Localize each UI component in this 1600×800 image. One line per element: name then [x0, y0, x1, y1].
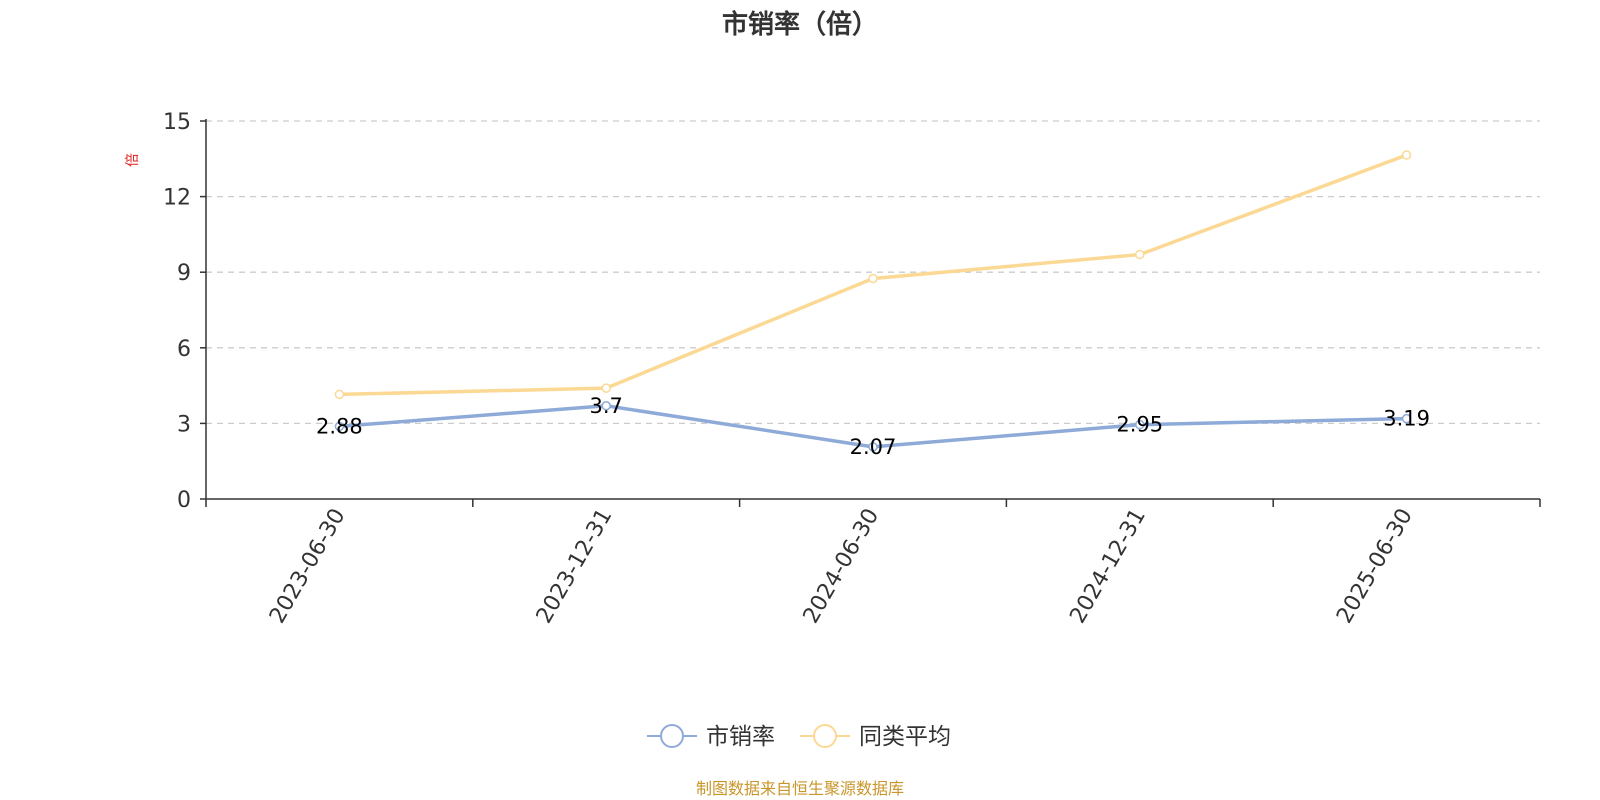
- chart-title: 市销率（倍）: [722, 9, 878, 40]
- data-point-1: [1135, 249, 1145, 260]
- data-point-1: [868, 273, 878, 284]
- data-point-1: [334, 389, 345, 400]
- data-label: 2.88: [316, 414, 363, 438]
- data-label: 2.07: [850, 435, 897, 459]
- x-tick-label: 2023-12-31: [532, 505, 618, 628]
- legend-label: 市销率: [706, 724, 775, 750]
- data-point-0: [601, 401, 611, 411]
- data-label: 2.95: [1116, 413, 1163, 437]
- data-point-0: [1401, 413, 1412, 424]
- data-point-0: [1135, 419, 1145, 430]
- y-tick-label: 9: [177, 261, 191, 286]
- data-label: 3.7: [589, 394, 622, 418]
- y-tick-label: 6: [177, 337, 191, 362]
- grid: [206, 120, 1540, 425]
- legend-swatch-marker: [813, 724, 837, 748]
- y-axis-unit-label: 倍: [125, 153, 141, 167]
- y-tick-label: 12: [163, 186, 191, 211]
- source-note: 制图数据来自恒生聚源数据库: [696, 779, 904, 798]
- data-point-1: [1401, 150, 1412, 160]
- data-point-0: [334, 421, 345, 432]
- data-point-1: [601, 383, 611, 393]
- x-tick-label: 2024-12-31: [1065, 505, 1151, 628]
- y-tick-label: 15: [163, 110, 191, 135]
- x-tick-label: 2024-06-30: [799, 505, 885, 628]
- y-tick-label: 0: [177, 488, 191, 513]
- legend-label: 同类平均: [859, 724, 951, 750]
- legend-swatch-marker: [660, 724, 684, 748]
- legend-item-series-0[interactable]: 市销率: [647, 724, 775, 750]
- legend-item-series-1[interactable]: 同类平均: [800, 724, 951, 750]
- axes: 倍 0 3 6 9 12 15 2023-06-30 2023-12-31 2024-06-30…: [125, 110, 1541, 628]
- data-label: 3.19: [1383, 407, 1430, 431]
- y-tick-label: 3: [177, 412, 191, 437]
- legend: 市销率 同类平均: [647, 724, 951, 750]
- x-tick-label: 2023-06-30: [265, 505, 351, 628]
- data-point-0: [868, 442, 878, 452]
- series: [334, 150, 1412, 452]
- x-tick-label: 2025-06-30: [1332, 505, 1418, 628]
- data-labels: 2.88 3.7 2.07 2.95 3.19: [316, 394, 1430, 459]
